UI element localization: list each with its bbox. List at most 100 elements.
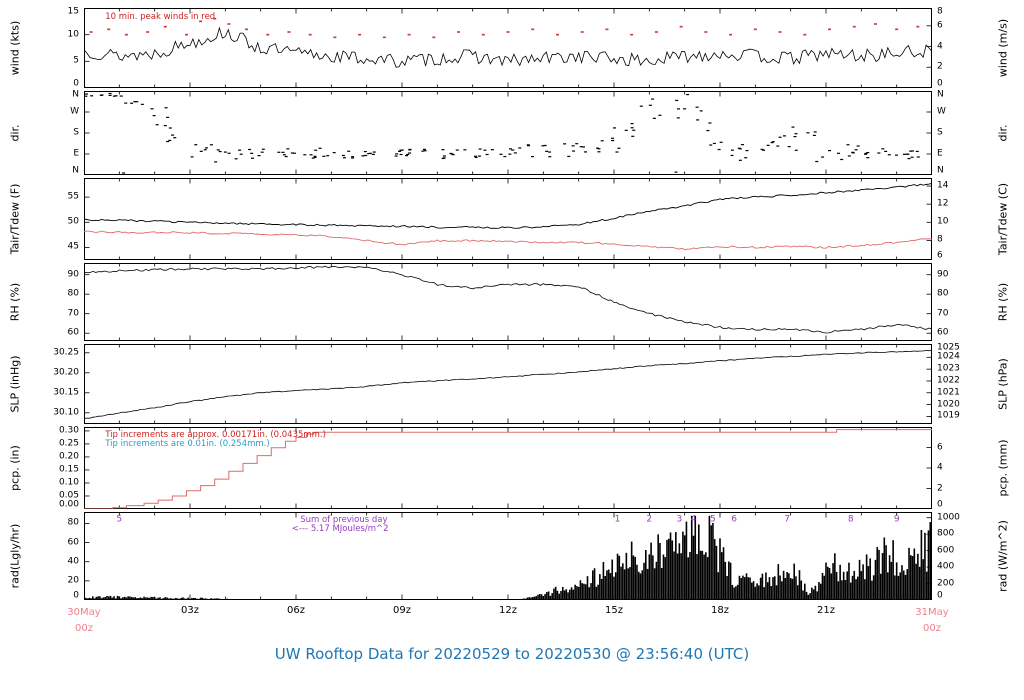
dir-mark [611, 137, 615, 139]
peak-wind-mark [213, 17, 217, 20]
x-axis-end-label-date: 31May [915, 607, 949, 618]
rad-bar [648, 554, 651, 599]
rad-bar [765, 572, 767, 599]
panel-pcp: pcp. (in) 0.00 0.05 0.10 0.15 0.20 0.25 0.30 Tip… [0, 426, 1024, 510]
rad-bar [157, 597, 159, 599]
tick-label: S [937, 127, 943, 138]
dir-mark [292, 152, 296, 154]
dir-mark [615, 151, 619, 153]
peak-wind-mark [124, 33, 128, 36]
rad-bar [600, 578, 603, 599]
dir-mark [284, 155, 288, 158]
peak-wind-mark [778, 31, 782, 33]
tick-label: S [73, 127, 79, 138]
tick-label: 1023 [937, 363, 960, 374]
dir-mark [526, 144, 530, 146]
rad-bar [549, 595, 552, 599]
y-ticks-right-pcp: 0 2 4 6 [932, 427, 988, 510]
dir-mark [214, 161, 218, 163]
tick-label: 30.10 [53, 407, 79, 418]
dir-mark [309, 154, 313, 156]
dir-mark [171, 134, 175, 136]
rad-bar [546, 592, 548, 599]
dir-mark [916, 156, 920, 158]
rad-bar [715, 545, 718, 599]
rad-bar [592, 570, 594, 599]
rad-bar [724, 561, 727, 599]
rad-bar [523, 598, 525, 599]
dir-mark [652, 117, 656, 119]
y-ticks-right-rad: 0 200 400 600 800 1000 [932, 512, 988, 600]
plot-area-temp [84, 178, 932, 260]
rad-bar [743, 577, 746, 599]
rad-bar [807, 594, 810, 599]
rad-bar [811, 587, 813, 599]
rad-bar [107, 596, 110, 599]
dir-mark [216, 149, 220, 151]
peak-wind-mark [753, 28, 757, 31]
rad-bar [728, 561, 730, 599]
rad-bar [609, 573, 612, 599]
series-rh [84, 265, 932, 334]
peak-wind-mark [580, 31, 584, 33]
dir-mark [744, 157, 748, 159]
rad-bar [141, 598, 144, 599]
rad-bar [554, 586, 557, 599]
dir-mark [648, 104, 652, 106]
dir-mark [794, 149, 798, 151]
dir-mark [234, 158, 238, 160]
rad-bar [751, 582, 753, 599]
dir-mark [204, 147, 208, 149]
y-axis-title-right-temp-text: Tair/Tdew (C) [996, 182, 1010, 256]
dir-mark [364, 154, 368, 157]
rad-bar [655, 561, 658, 599]
rad-bar [763, 587, 765, 599]
x-axis-tick-09z: 09z [393, 605, 411, 616]
dir-mark [762, 149, 766, 151]
rad-bar [703, 554, 705, 599]
rad-bar [927, 530, 930, 599]
tick-label: 1025 [937, 342, 960, 353]
dir-mark [342, 157, 346, 159]
x-axis-end-label: 31May 00z [915, 605, 948, 637]
dir-mark [617, 147, 621, 149]
plot-area-rh [84, 263, 932, 341]
rad-bar [804, 583, 806, 599]
dir-mark [155, 124, 159, 126]
dir-mark [745, 149, 749, 152]
y-axis-title-right-rh: RH (%) [988, 263, 1018, 341]
dir-mark [815, 160, 819, 163]
panel-rad: rad(Lgly/hr) 0 20 40 60 80 Sum of previous day… [0, 512, 1024, 600]
dir-mark [676, 117, 680, 119]
dir-mark [260, 151, 264, 153]
rad-bar [646, 568, 649, 599]
plot-svg-temp [84, 178, 932, 260]
tick-label: 0 [73, 590, 79, 601]
y-axis-title-right-dir-text: dir. [996, 124, 1010, 142]
rad-bar [574, 584, 576, 599]
tick-label: 400 [937, 561, 955, 572]
y-axis-title-right-pcp-text: pcp. (mm) [996, 439, 1010, 497]
peak-wind-mark [407, 33, 411, 36]
dir-mark [398, 150, 402, 152]
rad-bar [565, 589, 568, 599]
peak-wind-mark [481, 33, 485, 36]
rad-bar [100, 598, 103, 599]
rad-bar [623, 569, 626, 599]
dir-mark [135, 101, 139, 103]
rad-bar [599, 574, 601, 599]
y-axis-title-right-slp: SLP (hPa) [988, 344, 1018, 424]
dir-mark [257, 154, 261, 157]
dir-mark [632, 129, 636, 131]
rad-bar [526, 597, 529, 599]
rad-bar [136, 598, 138, 599]
rad-bar [678, 543, 681, 599]
dir-mark [281, 151, 285, 153]
rad-bar [872, 575, 875, 599]
rad-bar [851, 575, 854, 599]
peak-wind-mark [828, 28, 832, 31]
dir-mark [575, 143, 579, 145]
dir-mark [124, 102, 128, 104]
